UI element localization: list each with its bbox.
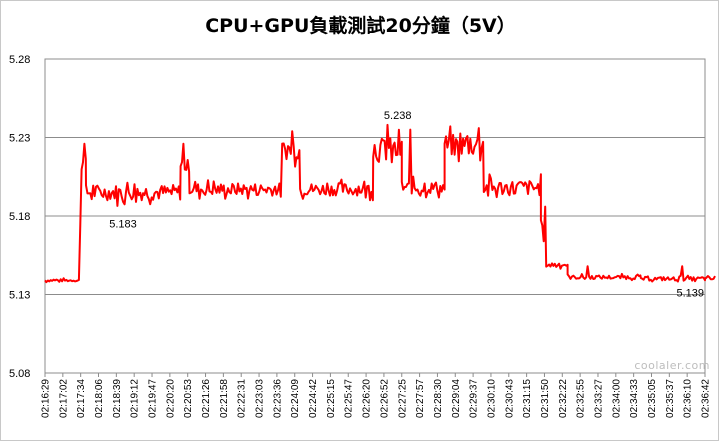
- plot-area: [44, 58, 706, 374]
- x-tick-label: 02:32:55: [576, 379, 587, 418]
- y-tick-label: 5.08: [9, 368, 30, 380]
- x-tick-label: 02:23:36: [272, 379, 283, 418]
- x-tick-label: 02:22:31: [237, 379, 248, 418]
- series-line: [44, 123, 716, 284]
- watermark: coolaler.com: [634, 359, 710, 372]
- y-tick-label: 5.28: [9, 54, 30, 66]
- x-tick-label: 02:29:37: [469, 379, 480, 418]
- x-tick-label: 02:17:34: [76, 379, 87, 418]
- x-tick-label: 02:25:47: [344, 379, 355, 418]
- x-tick-label: 02:36:42: [701, 379, 712, 418]
- x-tick-label: 02:20:53: [183, 379, 194, 418]
- x-tick-label: 02:26:20: [362, 379, 373, 418]
- chart-title: CPU+GPU負載測試20分鐘（5V）: [205, 15, 516, 37]
- x-tick-label: 02:34:33: [629, 379, 640, 418]
- x-tick-label: 02:25:15: [326, 379, 337, 418]
- x-tick-label: 02:17:02: [58, 379, 69, 418]
- x-tick-label: 02:18:39: [112, 379, 123, 418]
- x-tick-label: 02:27:57: [415, 379, 426, 418]
- x-tick-label: 02:32:22: [558, 379, 569, 418]
- x-tick-label: 02:19:12: [130, 379, 141, 418]
- x-tick-label: 02:36:10: [683, 379, 694, 418]
- data-label: 5.238: [384, 110, 412, 122]
- data-label: 5.139: [676, 287, 704, 299]
- x-tick-label: 02:26:52: [379, 379, 390, 418]
- x-tick-label: 02:21:26: [201, 379, 212, 418]
- y-tick-label: 5.23: [9, 133, 30, 145]
- x-tick-label: 02:21:58: [219, 379, 230, 418]
- x-tick-label: 02:34:00: [611, 379, 622, 418]
- x-tick-label: 02:20:20: [165, 379, 176, 418]
- x-tick-label: 02:31:15: [522, 379, 533, 418]
- x-tick-label: 02:30:43: [504, 379, 515, 418]
- data-label: 5.183: [109, 218, 137, 230]
- x-tick-label: 02:31:50: [540, 379, 551, 418]
- y-tick-label: 5.13: [9, 290, 30, 302]
- x-tick-label: 02:24:09: [290, 379, 301, 418]
- x-tick-label: 02:19:47: [148, 379, 159, 418]
- x-tick-label: 02:23:03: [255, 379, 266, 418]
- x-tick-label: 02:24:42: [308, 379, 319, 418]
- x-tick-label: 02:35:37: [665, 379, 676, 418]
- x-tick-label: 02:28:30: [433, 379, 444, 418]
- x-tick-label: 02:27:25: [397, 379, 408, 418]
- y-tick-label: 5.18: [9, 211, 30, 223]
- x-tick-label: 02:29:04: [451, 379, 462, 418]
- x-tick-label: 02:35:05: [647, 379, 658, 418]
- x-tick-label: 02:16:29: [41, 379, 52, 418]
- x-tick-label: 02:30:10: [486, 379, 497, 418]
- x-tick-label: 02:18:06: [94, 379, 105, 418]
- x-tick-label: 02:33:27: [593, 379, 604, 418]
